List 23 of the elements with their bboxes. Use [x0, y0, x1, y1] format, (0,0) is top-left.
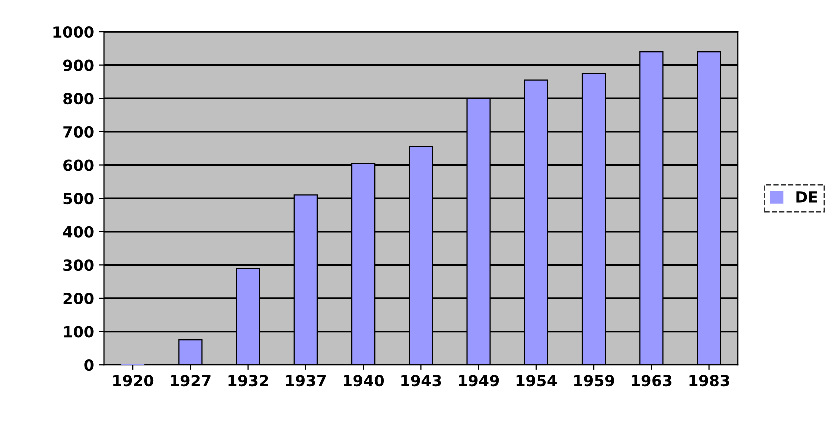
y-tick-label: 500: [64, 193, 94, 205]
y-tick-label: 100: [64, 326, 94, 338]
y-tick-label: 900: [63, 60, 94, 72]
y-tick-label: 0: [84, 360, 94, 372]
x-tick-label: 1932: [228, 375, 268, 387]
x-tick-label: 1954: [516, 375, 557, 387]
legend-label: DE: [796, 192, 818, 203]
y-tick-label: 400: [63, 226, 94, 238]
y-tick-label: 300: [64, 260, 94, 272]
x-tick-label: 1940: [344, 375, 384, 387]
x-tick-label: 1959: [574, 375, 614, 387]
x-tick-label: 1949: [459, 375, 500, 387]
x-tick-label: 1927: [171, 375, 211, 387]
y-tick-label: 800: [64, 93, 94, 105]
x-tick-label: 1983: [690, 375, 730, 387]
x-tick-label: 1937: [286, 375, 326, 387]
y-tick-label: 200: [64, 292, 94, 304]
x-tick-label: 1963: [632, 375, 672, 387]
y-tick-label: 600: [64, 160, 94, 172]
y-tick-label: 1000: [54, 26, 94, 38]
x-tick-label: 1943: [402, 375, 442, 387]
y-tick-label: 700: [64, 126, 94, 138]
x-tick-label: 1920: [114, 375, 154, 387]
